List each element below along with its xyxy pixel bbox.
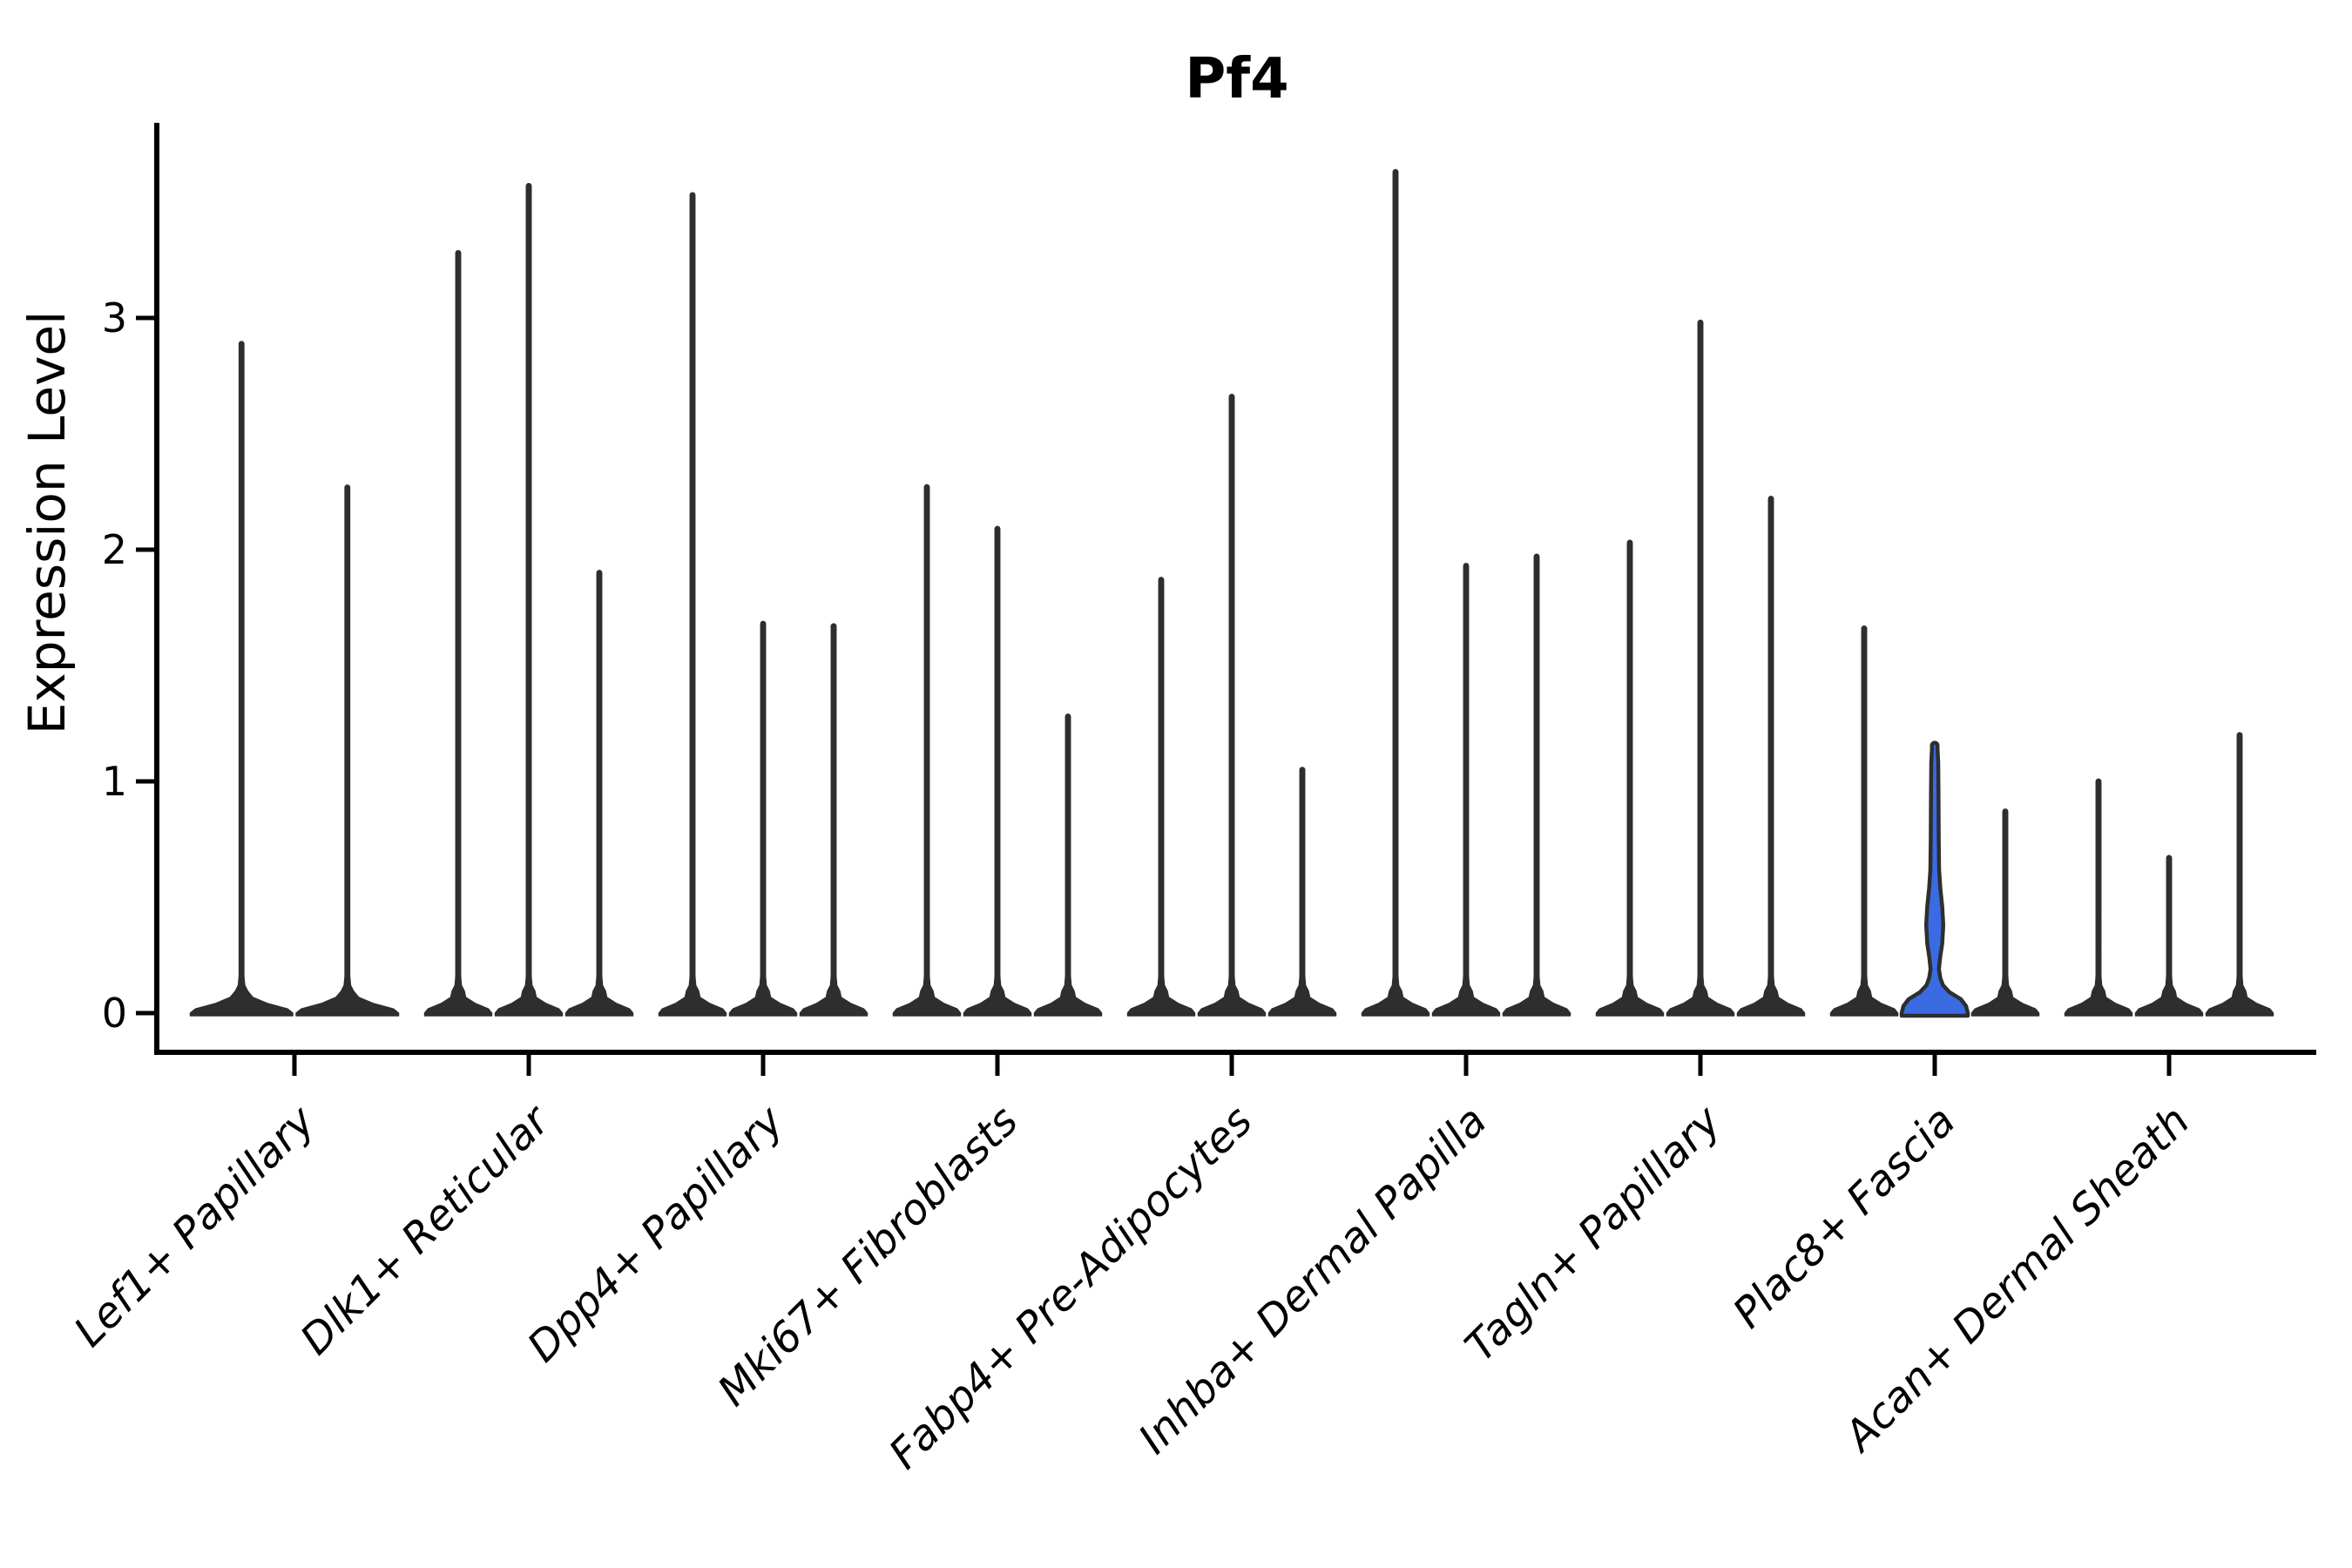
expression-point <box>2095 913 2102 919</box>
x-tick-mark <box>1229 1055 1234 1076</box>
x-tick-mark <box>526 1055 531 1076</box>
violin <box>1595 539 1665 1017</box>
violin <box>1267 767 1337 1017</box>
violin-highlighted <box>1899 740 1970 1018</box>
y-tick-mark <box>136 547 154 552</box>
x-tick-mark <box>995 1055 1000 1076</box>
violin <box>423 250 493 1017</box>
x-tick-label: Tagln+ Papillary <box>1456 1096 1731 1371</box>
violin <box>2205 732 2274 1017</box>
y-tick-mark <box>136 315 154 321</box>
violin <box>799 623 868 1017</box>
chart-title: Pf4 <box>1185 47 1288 112</box>
y-axis-label: Expression Level <box>17 311 77 734</box>
violin <box>1033 713 1103 1017</box>
expression-point <box>2095 901 2102 908</box>
y-tick-label: 3 <box>102 294 127 341</box>
y-tick-mark <box>136 1010 154 1016</box>
x-tick-mark <box>760 1055 766 1076</box>
expression-point <box>2236 913 2243 919</box>
violin <box>1736 496 1806 1017</box>
expression-point <box>2166 868 2173 875</box>
violin <box>1197 394 1267 1017</box>
violin <box>189 341 294 1017</box>
y-tick-label: 0 <box>102 990 127 1037</box>
violin <box>892 483 962 1017</box>
violin <box>494 183 564 1017</box>
x-tick-label: Dlk1+ Reticular <box>291 1095 561 1365</box>
violin <box>1502 553 1571 1017</box>
x-tick-mark <box>292 1055 297 1076</box>
violin <box>1970 808 2040 1017</box>
y-tick-mark <box>136 779 154 784</box>
x-tick-label: Dpp4+ Papillary <box>518 1096 794 1371</box>
expression-point <box>2095 839 2102 845</box>
x-tick-label: Lef1+ Papillary <box>64 1096 325 1356</box>
violin <box>295 484 400 1017</box>
expression-point <box>2166 931 2173 937</box>
expression-point <box>2095 941 2102 947</box>
y-tick-label: 2 <box>102 526 127 573</box>
x-tick-mark <box>1698 1055 1703 1076</box>
x-axis-spine <box>154 1050 2316 1055</box>
y-axis-spine <box>154 123 159 1055</box>
x-tick-mark <box>1463 1055 1469 1076</box>
x-tick-mark <box>1932 1055 1937 1076</box>
violin <box>1666 319 1735 1017</box>
expression-point <box>2166 862 2173 868</box>
x-tick-mark <box>2166 1055 2172 1076</box>
violin <box>1431 563 1501 1017</box>
expression-point <box>2095 931 2102 937</box>
violin <box>1361 169 1430 1017</box>
expression-point <box>2166 889 2173 896</box>
violin-layer <box>189 169 2274 1018</box>
violin <box>728 620 798 1017</box>
expression-point <box>2236 936 2243 942</box>
x-tick-label: Plac8+ Fascia <box>1724 1097 1965 1338</box>
violin <box>564 570 634 1017</box>
expression-point <box>2095 813 2102 820</box>
violin <box>2064 778 2133 1017</box>
violin <box>1829 625 1899 1017</box>
violin <box>963 525 1032 1017</box>
violin <box>1126 577 1196 1017</box>
y-tick-label: 1 <box>102 758 127 805</box>
violin <box>658 192 727 1017</box>
expression-point <box>2166 945 2173 951</box>
